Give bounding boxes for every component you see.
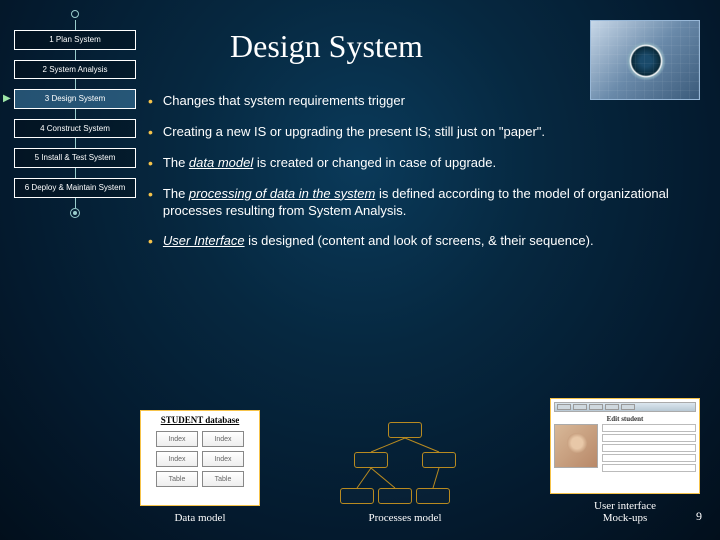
bullet-text: User Interface is designed (content and … [163,232,594,251]
data-model-cell: Index [202,431,244,447]
bullet-text: Creating a new IS or upgrading the prese… [163,123,545,142]
mockup-button-icon [621,404,635,410]
processes-model-diagram [340,416,470,512]
data-model-figure: STUDENT database IndexIndexIndexIndexTab… [140,410,260,524]
bullet-item: • Changes that system requirements trigge… [148,92,698,111]
mockup-button-icon [557,404,571,410]
ui-mockup-diagram: Edit student [550,398,700,494]
mockup-button-icon [573,404,587,410]
bullet-list: • Changes that system requirements trigge… [148,92,698,263]
flow-line [75,20,76,30]
mockup-field [602,444,696,452]
mockup-button-icon [605,404,619,410]
mockup-field [602,424,696,432]
mockup-toolbar [554,402,696,412]
ui-mockup-figure: Edit student User interfaceMock-ups [550,398,700,524]
bullet-text: Changes that system requirements trigger [163,92,405,111]
flow-node [354,452,388,468]
slide-number: 9 [696,509,702,524]
flow-line [75,168,76,178]
mockup-fields [602,424,696,482]
bullet-item: • Creating a new IS or upgrading the pres… [148,123,698,142]
step-nav: 1 Plan System 2 System Analysis 3 Design S… [14,10,136,218]
flow-node [388,422,422,438]
ui-mockup-caption: User interfaceMock-ups [550,500,700,524]
data-model-cell: Table [156,471,198,487]
nav-step: 1 Plan System [14,30,136,50]
nav-step: 5 Install & Test System [14,148,136,168]
bullet-dot-icon: • [148,232,153,251]
flow-start-icon [71,10,79,18]
bullet-item: • The processing of data in the system is… [148,185,698,220]
flow-line [75,198,76,208]
bullet-dot-icon: • [148,185,153,220]
data-model-cell: Index [156,431,198,447]
flow-node [340,488,374,504]
processes-model-figure: Processes model [340,416,470,524]
flow-line [75,138,76,148]
flow-line [75,79,76,89]
data-model-header: STUDENT database [145,415,255,425]
data-model-cell: Table [202,471,244,487]
flow-line [75,109,76,119]
flow-node [378,488,412,504]
flow-end-icon [70,208,80,218]
mockup-button-icon [589,404,603,410]
processes-model-caption: Processes model [340,512,470,524]
data-model-cell: Index [202,451,244,467]
nav-step: 6 Deploy & Maintain System [14,178,136,198]
nav-step: 2 System Analysis [14,60,136,80]
flow-node [416,488,450,504]
bullet-text: The processing of data in the system is … [163,185,698,220]
bullet-item: • User Interface is designed (content and… [148,232,698,251]
bullet-dot-icon: • [148,154,153,173]
eye-image [590,20,700,100]
slide-title: Design System [230,28,423,65]
mockup-field [602,434,696,442]
bullet-text: The data model is created or changed in … [163,154,496,173]
data-model-diagram: STUDENT database IndexIndexIndexIndexTab… [140,410,260,506]
active-arrow-icon: ▶ [3,93,11,105]
flow-node [422,452,456,468]
bullet-dot-icon: • [148,92,153,111]
mockup-field [602,454,696,462]
data-model-caption: Data model [140,512,260,524]
data-model-cell: Index [156,451,198,467]
mockup-field [602,464,696,472]
bullet-item: • The data model is created or changed in… [148,154,698,173]
nav-step: 4 Construct System [14,119,136,139]
bullet-dot-icon: • [148,123,153,142]
mockup-header: Edit student [554,414,696,424]
nav-step: 3 Design System▶ [14,89,136,109]
models-row: STUDENT database IndexIndexIndexIndexTab… [140,398,700,524]
mockup-photo [554,424,598,468]
flow-line [75,50,76,60]
